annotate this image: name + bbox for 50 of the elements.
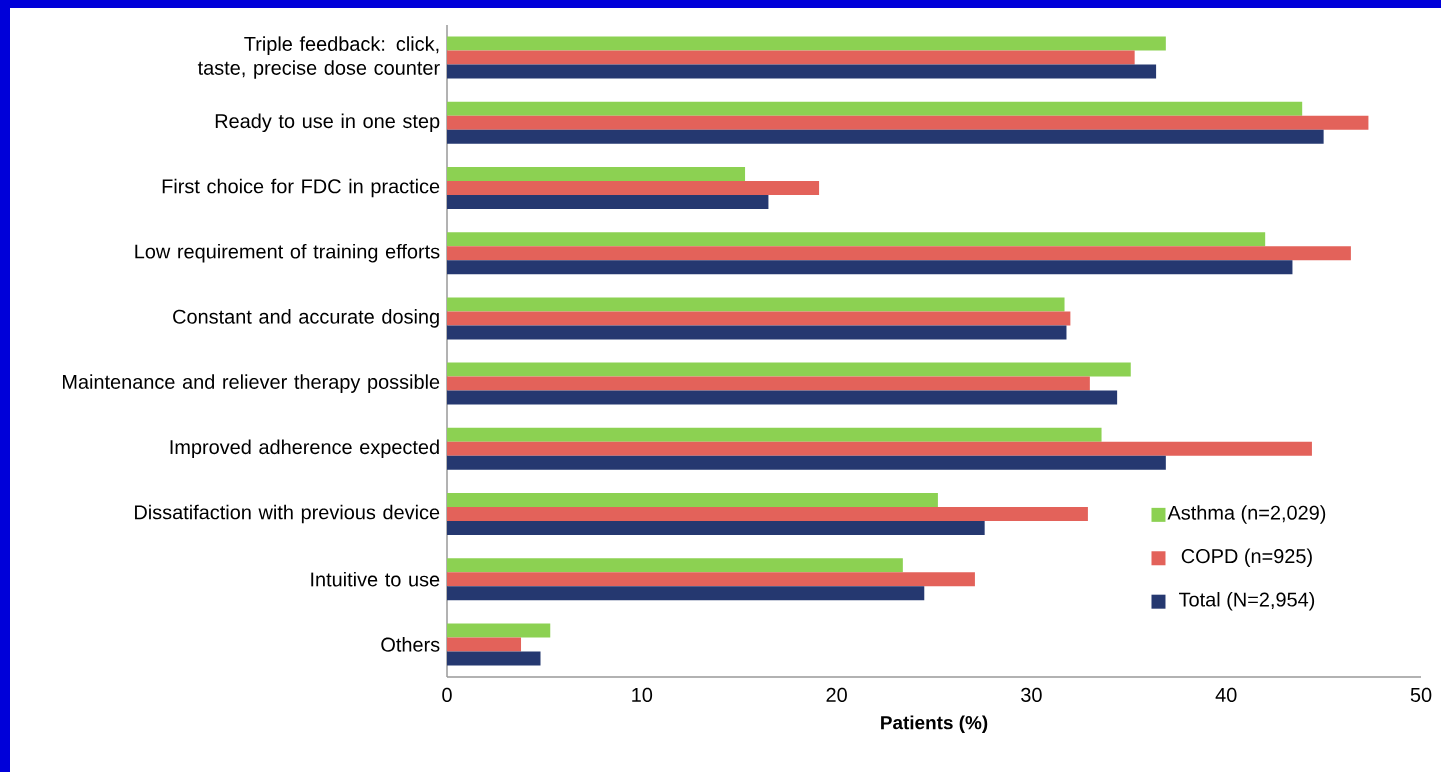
bar xyxy=(447,166,746,181)
bar xyxy=(447,390,1118,405)
bar xyxy=(447,232,1266,247)
bar xyxy=(447,297,1065,312)
bar xyxy=(447,521,985,535)
bar xyxy=(447,637,522,652)
y-tick-label: Others xyxy=(381,637,440,652)
y-tick-label: Triple feedback: click, taste, precise dose counter xyxy=(197,36,440,79)
x-tick-label: 20 xyxy=(826,687,847,702)
y-tick-label: First choice for FDC in practice xyxy=(162,178,440,198)
bar xyxy=(447,493,938,507)
x-tick-label: 40 xyxy=(1215,687,1237,702)
bar xyxy=(447,194,769,209)
x-tick-label: 0 xyxy=(442,687,452,702)
y-tick-label: Low requirement of training efforts xyxy=(135,243,440,263)
y-tick-label: Ready to use in one step xyxy=(215,113,440,133)
bar xyxy=(447,129,1324,144)
bar xyxy=(447,427,1102,442)
x-tick-label: 30 xyxy=(1021,687,1042,702)
bar xyxy=(447,180,820,195)
bar xyxy=(447,50,1135,65)
y-tick-label: Intuitive to use xyxy=(311,571,440,587)
bar xyxy=(447,455,1166,470)
bar xyxy=(447,623,551,638)
bar xyxy=(447,101,1303,116)
y-tick-label: Improved adherence expected xyxy=(170,439,439,459)
bar xyxy=(447,651,541,666)
bar xyxy=(447,311,1071,326)
bar xyxy=(447,441,1312,456)
x-tick-label: 50 xyxy=(1410,687,1432,702)
x-tick-label: 10 xyxy=(632,687,653,702)
bar xyxy=(447,325,1067,340)
y-tick-label: Maintenance and reliever therapy possible xyxy=(63,374,440,393)
bar xyxy=(447,115,1369,130)
bar xyxy=(447,376,1090,391)
bar xyxy=(447,246,1351,261)
bar xyxy=(447,260,1293,275)
y-tick-label: Dissatifaction with previous device xyxy=(135,504,440,524)
bar xyxy=(447,362,1131,377)
y-tick-label: Constant and accurate dosing xyxy=(173,309,439,328)
legend-label: COPD (n=925) xyxy=(1181,548,1312,568)
bar xyxy=(447,572,975,587)
legend-label: Total (N=2,954) xyxy=(1179,591,1315,611)
legend-label: Asthma (n=2,029) xyxy=(1167,505,1326,524)
bar xyxy=(447,558,903,573)
x-axis-title: Patients (%) xyxy=(881,715,988,734)
bar xyxy=(447,36,1166,51)
bar xyxy=(447,507,1088,521)
bar xyxy=(447,64,1157,79)
bar xyxy=(447,586,925,601)
